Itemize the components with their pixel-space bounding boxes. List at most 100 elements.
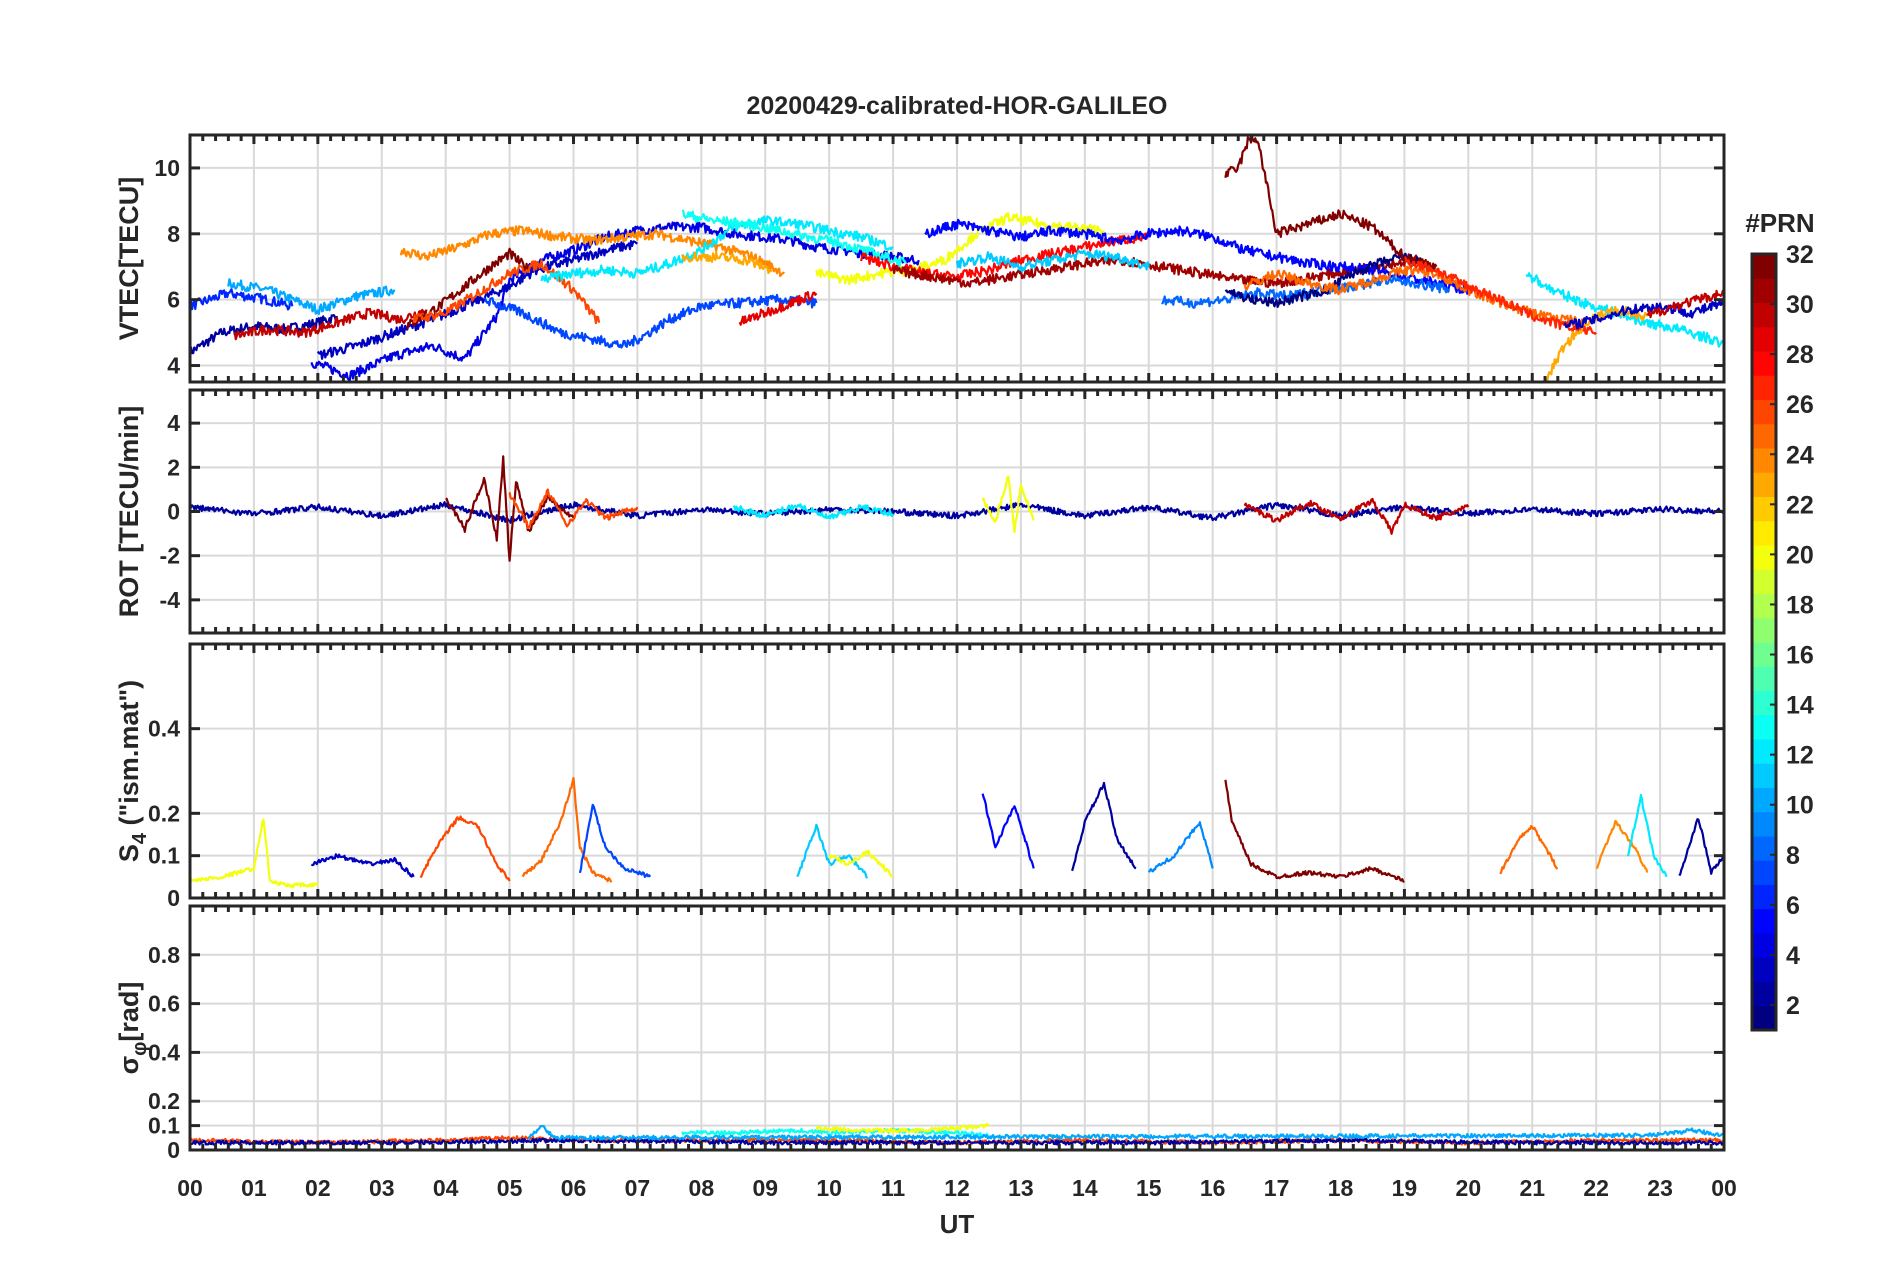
x-tick-labels: 00 01 02 03 04 05 06 07 08 09 10 11 12 13 14 15 16 17 18 19… — [177, 1175, 1737, 1201]
series-line-prn-7 — [578, 803, 652, 879]
colorbar-tick-label: 22 — [1786, 491, 1814, 519]
series-line-prn-25 — [1499, 824, 1558, 875]
series-line-prn-25 — [1243, 265, 1585, 327]
colorbar-segment — [1752, 423, 1776, 449]
x-tick-label: 09 — [752, 1175, 778, 1201]
x-tick-label: 03 — [369, 1175, 395, 1201]
series-line-prn-2 — [1678, 818, 1724, 877]
x-tick-label: 08 — [689, 1175, 715, 1201]
series-line-prn-20 — [815, 1122, 990, 1134]
colorbar-segment — [1752, 690, 1776, 716]
series-line-prn-20 — [190, 818, 319, 889]
x-tick-marks — [188, 906, 1726, 1150]
colorbar-title: #PRN — [1745, 208, 1814, 238]
series-line-prn-30 — [1646, 289, 1724, 319]
series-line-prn-32 — [1224, 135, 1438, 272]
y-tick-label: 0.1 — [148, 843, 180, 869]
x-tick-label: 16 — [1200, 1175, 1226, 1201]
x-tick-label: 06 — [561, 1175, 587, 1201]
x-tick-label: 23 — [1647, 1175, 1673, 1201]
grid — [189, 906, 1725, 1151]
series-line-prn-9 — [1147, 821, 1214, 873]
series-line-prn-24 — [399, 225, 785, 278]
sigma-phi-panel: 00.10.2 0.4 0.6 0.8 σφ[rad] — [114, 904, 1726, 1163]
figure-title: 20200429-calibrated-HOR-GALILEO — [747, 92, 1168, 120]
y-ticks: 0 0.1 0.2 0.4 — [148, 716, 1724, 911]
y-tick-label: -4 — [160, 587, 181, 613]
colorbar-tick-label: 20 — [1786, 541, 1814, 569]
colorbar-tick-label: 24 — [1786, 441, 1814, 469]
series-line-prn-12 — [1627, 793, 1668, 878]
y-ticks: 4 6 8 10 — [154, 155, 1724, 379]
y-axis-label: VTEC[TECU] — [114, 177, 144, 341]
colorbar-tick-label: 12 — [1786, 742, 1814, 770]
colorbar-tick-label: 4 — [1786, 942, 1800, 970]
y-tick-label: 0 — [167, 1137, 180, 1163]
series-line-prn-20 — [981, 475, 1035, 534]
colorbar-tick-label: 10 — [1786, 792, 1814, 820]
colorbar-segment — [1752, 254, 1776, 279]
y-axis-label: ROT [TECU/min] — [114, 406, 144, 617]
x-tick-label: 01 — [241, 1175, 267, 1201]
colorbar-segment — [1752, 933, 1776, 958]
series-line-prn-5 — [924, 218, 1470, 295]
y-tick-label: 8 — [167, 221, 180, 247]
y-tick-label: 0.6 — [148, 991, 180, 1017]
x-tick-label: 00 — [1711, 1175, 1737, 1201]
x-tick-label: 04 — [433, 1175, 459, 1201]
x-tick-label: 07 — [625, 1175, 651, 1201]
series-group — [190, 135, 1724, 382]
series-line-prn-12 — [732, 503, 895, 520]
series-line-prn-10 — [527, 1124, 1724, 1141]
y-tick-label: 0.4 — [148, 716, 180, 742]
y-tick-label: 0.4 — [148, 1039, 180, 1065]
series-group — [190, 776, 1724, 889]
series-line-prn-3 — [316, 240, 638, 360]
y-tick-label: 0 — [167, 499, 180, 525]
x-tick-label: 18 — [1328, 1175, 1354, 1201]
colorbar-segment — [1752, 545, 1776, 570]
x-tick-label: 19 — [1392, 1175, 1418, 1201]
x-tick-label: 17 — [1264, 1175, 1290, 1201]
series-line-prn-11 — [796, 823, 869, 879]
colorbar-segment — [1752, 326, 1776, 352]
y-tick-label: 0.1 — [148, 1113, 180, 1139]
colorbar-segment — [1752, 981, 1776, 1007]
y-tick-label: -2 — [160, 543, 180, 569]
colorbar-segment — [1752, 666, 1776, 691]
x-tick-label: 00 — [177, 1175, 203, 1201]
series-line-prn-30 — [233, 307, 428, 341]
series-line-prn-11 — [955, 249, 1150, 273]
colorbar-segment — [1752, 448, 1776, 473]
x-tick-label: 21 — [1519, 1175, 1545, 1201]
x-tick-label: 22 — [1583, 1175, 1609, 1201]
series-line-prn-26 — [412, 259, 601, 325]
colorbar-segment — [1752, 569, 1776, 594]
series-line-prn-20 — [828, 849, 894, 878]
colorbar-segment — [1752, 714, 1776, 740]
colorbar-segment — [1752, 617, 1776, 643]
colorbar-segment — [1752, 811, 1776, 837]
x-tick-marks — [188, 644, 1726, 898]
series-line-prn-29 — [738, 291, 818, 326]
series-line-prn-10 — [227, 278, 396, 315]
grid — [189, 135, 1725, 382]
series-line-prn-1 — [1224, 252, 1431, 308]
x-tick-label: 14 — [1072, 1175, 1098, 1201]
x-tick-label: 20 — [1456, 1175, 1482, 1201]
colorbar-segment — [1752, 593, 1776, 619]
colorbar-segment — [1752, 520, 1776, 546]
series-line-prn-3 — [1563, 299, 1724, 330]
rot-panel: -4 -2 0 2 4 ROT [TECU/min] — [114, 388, 1726, 635]
colorbar-tick-label: 18 — [1786, 591, 1814, 619]
series-line-prn-13 — [681, 209, 907, 268]
colorbar-tick-label: 28 — [1786, 341, 1814, 369]
series-line-prn-32 — [445, 455, 575, 562]
series-line-prn-2 — [190, 501, 1724, 524]
x-tick-label: 15 — [1136, 1175, 1162, 1201]
colorbar-segment — [1752, 496, 1776, 522]
colorbar-segment — [1752, 1005, 1776, 1031]
y-tick-label: 10 — [154, 155, 180, 181]
